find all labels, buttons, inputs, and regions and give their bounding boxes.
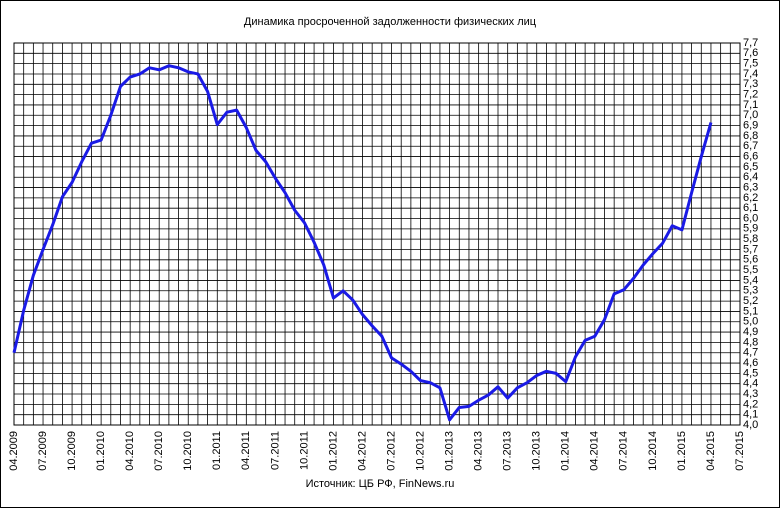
y-tick-label: 4,5 [743, 367, 758, 379]
y-tick-label: 5,6 [743, 254, 758, 266]
x-tick-label: 01.2015 [676, 431, 688, 471]
y-tick-label: 4,6 [743, 357, 758, 369]
y-tick-label: 6,1 [743, 202, 758, 214]
x-tick-label: 10.2010 [182, 431, 194, 471]
x-tick-label: 01.2010 [95, 431, 107, 471]
y-tick-label: 5,9 [743, 223, 758, 235]
y-tick-label: 6,5 [743, 161, 758, 173]
x-tick-label: 07.2014 [618, 431, 630, 471]
chart-title: Динамика просроченной задолженности физи… [244, 16, 537, 28]
x-tick-label: 04.2013 [473, 431, 485, 471]
y-tick-label: 6,7 [743, 140, 758, 152]
x-tick-label: 01.2012 [327, 431, 339, 471]
y-tick-label: 4,4 [743, 378, 758, 390]
y-tick-label: 6,6 [743, 150, 758, 162]
y-tick-label: 4,1 [743, 409, 758, 421]
y-tick-label: 6,2 [743, 192, 758, 204]
y-tick-label: 4,8 [743, 336, 758, 348]
y-tick-label: 7,1 [743, 99, 758, 111]
x-tick-label: 10.2012 [414, 431, 426, 471]
y-tick-label: 5,1 [743, 305, 758, 317]
x-tick-label: 10.2014 [647, 431, 659, 471]
y-tick-label: 6,8 [743, 130, 758, 142]
x-tick-label: 04.2010 [124, 431, 136, 471]
x-tick-label: 07.2009 [37, 431, 49, 471]
y-tick-label: 5,3 [743, 285, 758, 297]
y-tick-label: 6,0 [743, 212, 758, 224]
y-tick-label: 5,8 [743, 233, 758, 245]
y-tick-label: 7,2 [743, 89, 758, 101]
source-note: Источник: ЦБ РФ, FinNews.ru [306, 478, 455, 490]
y-tick-label: 5,2 [743, 295, 758, 307]
x-tick-label: 07.2013 [502, 431, 514, 471]
x-tick-label: 04.2009 [8, 431, 20, 471]
y-tick-label: 4,3 [743, 388, 758, 400]
y-tick-label: 6,9 [743, 120, 758, 132]
y-tick-label: 4,7 [743, 347, 758, 359]
y-tick-label: 6,4 [743, 171, 758, 183]
x-tick-label: 04.2015 [705, 431, 717, 471]
x-tick-label: 01.2014 [560, 431, 572, 471]
y-tick-label: 7,3 [743, 78, 758, 90]
y-tick-label: 7,4 [743, 68, 758, 80]
x-tick-label: 07.2015 [734, 431, 746, 471]
y-tick-label: 4,9 [743, 326, 758, 338]
y-tick-label: 4,0 [743, 419, 758, 431]
y-tick-label: 7,6 [743, 47, 758, 59]
y-tick-label: 5,4 [743, 274, 758, 286]
x-tick-label: 10.2009 [66, 431, 78, 471]
y-tick-label: 7,7 [743, 37, 758, 49]
y-tick-label: 4,2 [743, 398, 758, 410]
x-tick-label: 01.2013 [444, 431, 456, 471]
x-tick-label: 04.2014 [589, 431, 601, 471]
y-tick-label: 5,0 [743, 316, 758, 328]
x-tick-label: 04.2012 [356, 431, 368, 471]
line [12, 64, 713, 422]
x-tick-label: 01.2011 [211, 431, 223, 470]
x-tick-label: 07.2011 [269, 431, 281, 470]
x-tick-label: 10.2013 [531, 431, 543, 471]
plot-border [13, 42, 741, 426]
y-tick-label: 5,7 [743, 243, 758, 255]
x-tick-label: 07.2010 [153, 431, 165, 471]
y-tick-label: 6,3 [743, 181, 758, 193]
x-tick-label: 04.2011 [240, 431, 252, 470]
y-tick-label: 7,0 [743, 109, 758, 121]
y-tick-label: 5,5 [743, 264, 758, 276]
y-tick-label: 7,5 [743, 58, 758, 70]
x-tick-label: 07.2012 [385, 431, 397, 471]
x-tick-label: 10.2011 [298, 431, 310, 470]
